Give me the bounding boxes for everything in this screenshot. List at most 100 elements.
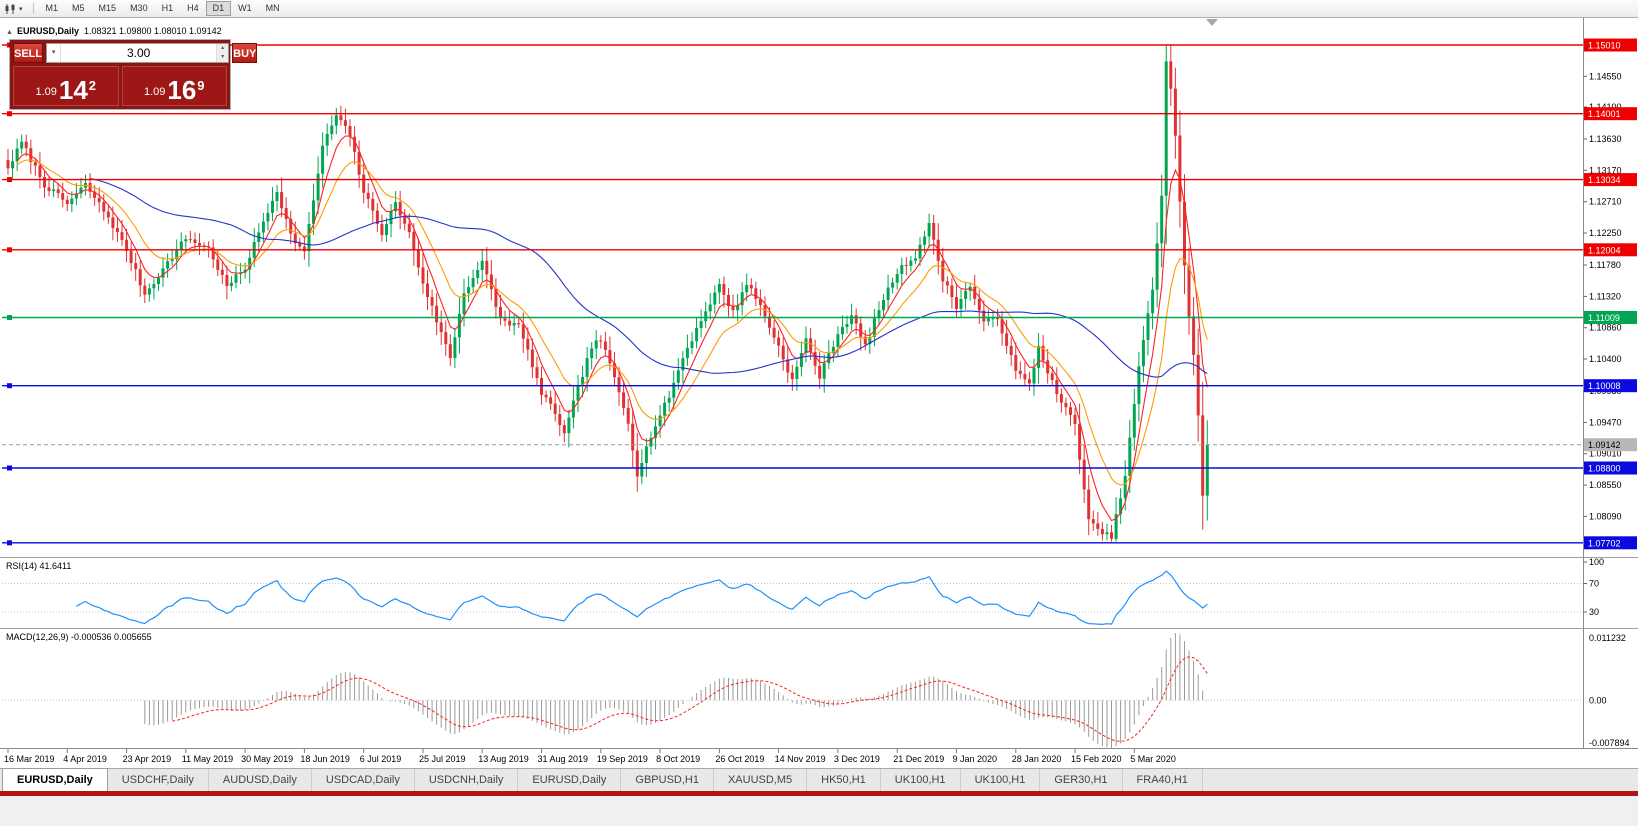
price-line-badge [1584,461,1637,475]
macd-tick-label: 0.011232 [1589,633,1626,643]
rsi-level-label: 100 [1589,557,1604,567]
timeframe-button-m5[interactable]: M5 [72,3,85,13]
price-line-badge [1584,38,1637,52]
volume-input[interactable] [61,44,217,62]
chart-canvas[interactable]: 1.14550 1.14100 1.13630 1.13170 1.12710 1.122… [0,0,1638,770]
time-tick-label: 30 May 2019 [241,754,293,764]
ask-pipette: 9 [197,78,205,93]
time-tick-label: 26 Oct 2019 [715,754,764,764]
time-tick-label: 6 Jul 2019 [360,754,402,764]
chart-tab-audusd-daily[interactable]: AUDUSD,Daily [209,769,312,791]
time-tick-label: 16 Mar 2019 [4,754,55,764]
price-line-badge-label: 1.07702 [1588,538,1621,548]
timeframe-button-m1[interactable]: M1 [45,3,59,13]
chart-tab-usdcnh-daily[interactable]: USDCNH,Daily [415,769,519,791]
hline-handle-1.12004[interactable] [7,247,12,253]
window-accent-strip [0,791,1638,796]
price-tick-label: 1.13630 [1589,134,1622,144]
hline-handle-1.14001[interactable] [7,111,12,117]
sell-button[interactable]: SELL [13,43,44,63]
price-line-badge [1584,243,1637,257]
chart-tab-hk50-h1[interactable]: HK50,H1 [807,769,881,791]
buy-button[interactable]: BUY [232,43,258,63]
price-tick-label: 1.09470 [1589,417,1622,427]
timeframe-button-m30[interactable]: M30 [130,3,148,13]
price-tick-label: 1.13170 [1589,165,1622,175]
ask-prefix: 1.09 [143,86,166,98]
bid-ask-row: 1.09 14 2 1.09 16 9 [13,66,227,106]
hline-handle-1.15010[interactable] [7,42,12,48]
hline-handle-1.10008[interactable] [7,383,12,389]
trade-controls-row: SELL ▾ ▴ ▾ BUY [13,43,258,63]
chart-tab-usdchf-daily[interactable]: USDCHF,Daily [108,769,209,791]
bid-prefix: 1.09 [35,86,57,98]
macd-signal-line [172,656,1208,742]
timeframe-button-w1[interactable]: W1 [238,3,252,13]
chart-tab-uk100-h1[interactable]: UK100,H1 [881,769,961,791]
hline-handle-1.08800[interactable] [7,465,12,471]
chart-shift-marker[interactable] [1206,19,1218,26]
ask-price[interactable]: 1.09 16 9 [121,66,227,106]
volume-down-icon[interactable]: ▾ [216,53,229,62]
chart-tab-xauusd-m5[interactable]: XAUUSD,M5 [714,769,808,791]
time-tick-label: 31 Aug 2019 [538,754,589,764]
hline-handle-1.13034[interactable] [7,177,12,183]
volume-control: ▾ ▴ ▾ [46,43,230,63]
price-axis[interactable]: 1.14550 1.14100 1.13630 1.13170 1.12710 1.122… [1583,38,1637,550]
price-tick-label: 1.12250 [1589,228,1622,238]
timeframe-button-m15[interactable]: M15 [98,3,117,13]
time-tick-label: 14 Nov 2019 [775,754,826,764]
chart-tab-uk100-h1[interactable]: UK100,H1 [961,769,1041,791]
bid-price[interactable]: 1.09 14 2 [13,66,119,106]
current-price-badge [1584,438,1637,452]
ask-main-digits: 16 [167,75,197,105]
volume-up-icon[interactable]: ▴ [216,44,229,53]
chart-tab-usdcad-daily[interactable]: USDCAD,Daily [312,769,415,791]
chart-tab-eurusd-daily[interactable]: EURUSD,Daily [2,768,108,791]
hline-handle-1.07702[interactable] [7,540,12,546]
bid-main-digits: 14 [58,75,88,105]
price-line-badge [1584,311,1637,324]
one-click-panel-toggle-icon[interactable]: ▲ [6,29,13,36]
time-tick-label: 23 Apr 2019 [123,754,172,764]
time-tick-label: 13 Aug 2019 [478,754,529,764]
time-tick-label: 18 Jun 2019 [300,754,350,764]
timeframe-button-d1[interactable]: D1 [205,1,232,16]
price-line-badge [1584,536,1637,550]
volume-dropdown-icon[interactable]: ▾ [47,44,62,62]
chart-tab-ger30-h1[interactable]: GER30,H1 [1040,769,1123,791]
ema-6-line [16,135,1208,522]
price-line-badge-label: 1.15010 [1588,41,1621,51]
chart-tab-bar: EURUSD,Daily USDCHF,Daily AUDUSD,Daily USDC… [0,768,1638,791]
current-price-badge-label: 1.09142 [1588,440,1621,450]
time-tick-label: 8 Oct 2019 [656,754,700,764]
hline-handle-1.11009[interactable] [7,315,12,320]
price-line-badge-label: 1.13034 [1588,175,1621,185]
chart-tab-gbpusd-h1[interactable]: GBPUSD,H1 [621,769,714,791]
chart-tab-eurusd-daily[interactable]: EURUSD,Daily [518,769,622,791]
timeframe-button-h4[interactable]: H4 [187,3,199,13]
rsi-line [76,570,1208,626]
macd-tick-label: 0.00 [1589,695,1607,705]
price-tick-label: 1.08550 [1589,480,1622,490]
rsi-plot[interactable]: 100 70 30 [2,557,1604,626]
time-tick-label: 11 May 2019 [182,754,233,764]
chart-type-dropdown-icon[interactable]: ▾ [19,5,23,13]
candlestick-chart-icon[interactable] [4,3,17,15]
price-tick-label: 1.12710 [1589,197,1622,207]
macd-indicator-label: MACD(12,26,9) -0.000536 0.005655 [6,632,152,642]
timeframe-button-mn[interactable]: MN [265,3,280,13]
sr-lines-layer [2,42,1583,546]
time-tick-label: 15 Feb 2020 [1071,754,1122,764]
price-line-badge-label: 1.11009 [1588,313,1620,323]
moving-average-lines [16,135,1208,522]
chart-tab-fra40-h1[interactable]: FRA40,H1 [1123,769,1203,791]
time-axis[interactable]: 16 Mar 2019 4 Apr 2019 23 Apr 2019 11 May 2… [4,749,1176,764]
price-tick-label: 1.11320 [1589,291,1621,301]
timeframe-button-h1[interactable]: H1 [161,3,174,13]
time-tick-label: 9 Jan 2020 [953,754,998,764]
macd-plot[interactable]: 0.011232 0.00 -0.007894 [2,633,1630,748]
price-line-badge [1584,107,1637,121]
price-line-badge-label: 1.14001 [1588,109,1621,119]
